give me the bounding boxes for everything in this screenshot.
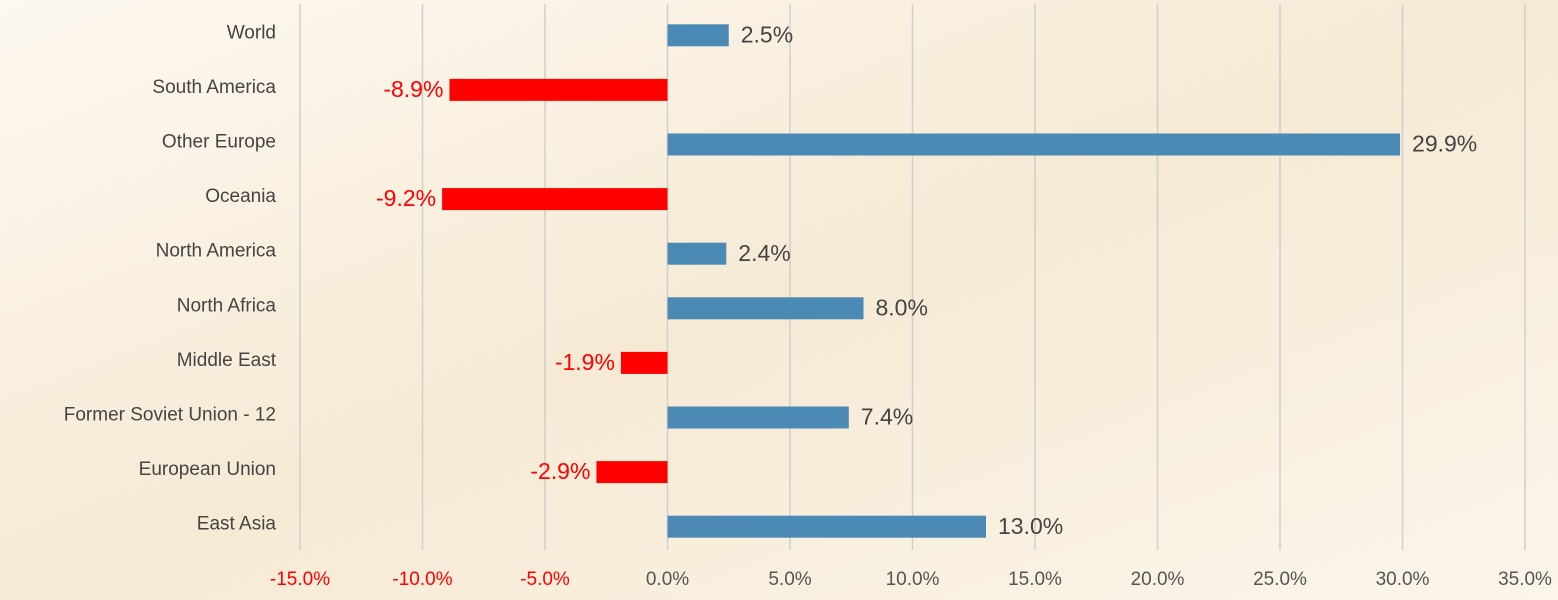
bar: [621, 352, 668, 374]
y-tick-label: South America: [152, 77, 276, 98]
y-tick-label: North Africa: [177, 295, 277, 316]
value-label: 13.0%: [998, 513, 1063, 539]
value-label: 29.9%: [1412, 131, 1477, 157]
x-tick-label: -5.0%: [520, 569, 570, 590]
y-tick-label: Oceania: [205, 186, 276, 207]
bar: [668, 243, 727, 265]
value-label: -8.9%: [383, 76, 443, 102]
value-label: 2.4%: [738, 240, 790, 266]
value-label: 7.4%: [861, 404, 913, 430]
value-label: -1.9%: [555, 349, 615, 375]
y-tick-label: World: [227, 22, 276, 43]
x-tick-label: 35.0%: [1498, 569, 1552, 590]
value-label: 8.0%: [876, 294, 928, 320]
value-label: -9.2%: [376, 185, 436, 211]
x-tick-label: -10.0%: [392, 569, 452, 590]
value-label: -2.9%: [530, 458, 590, 484]
value-label: 2.5%: [741, 21, 793, 47]
x-tick-label: 30.0%: [1376, 569, 1430, 590]
page: {"chart_data": {"type": "bar", "orientat…: [0, 0, 1558, 600]
y-tick-label: East Asia: [197, 514, 277, 535]
x-tick-label: -15.0%: [270, 569, 330, 590]
bar: [668, 24, 729, 46]
y-tick-label: Other Europe: [162, 132, 276, 153]
bar: [668, 516, 987, 538]
bar: [449, 79, 667, 101]
y-tick-label: European Union: [139, 459, 276, 480]
y-tick-label: Former Soviet Union - 12: [64, 405, 276, 426]
bar: [442, 188, 667, 210]
bar: [596, 461, 667, 483]
y-tick-label: North America: [156, 241, 277, 262]
bar: [668, 134, 1401, 156]
bar: [668, 297, 864, 319]
chart: -15.0% -10.0% -5.0% 0.0% 5.0% 10.0% 15.0% 20.0%…: [0, 0, 1558, 600]
x-tick-label: 25.0%: [1253, 569, 1307, 590]
y-tick-label: Middle East: [177, 350, 277, 371]
x-tick-label: 0.0%: [646, 569, 689, 590]
x-tick-label: 5.0%: [768, 569, 811, 590]
bar: [668, 407, 849, 429]
x-tick-label: 10.0%: [886, 569, 940, 590]
x-tick-label: 15.0%: [1008, 569, 1062, 590]
x-tick-label: 20.0%: [1131, 569, 1185, 590]
